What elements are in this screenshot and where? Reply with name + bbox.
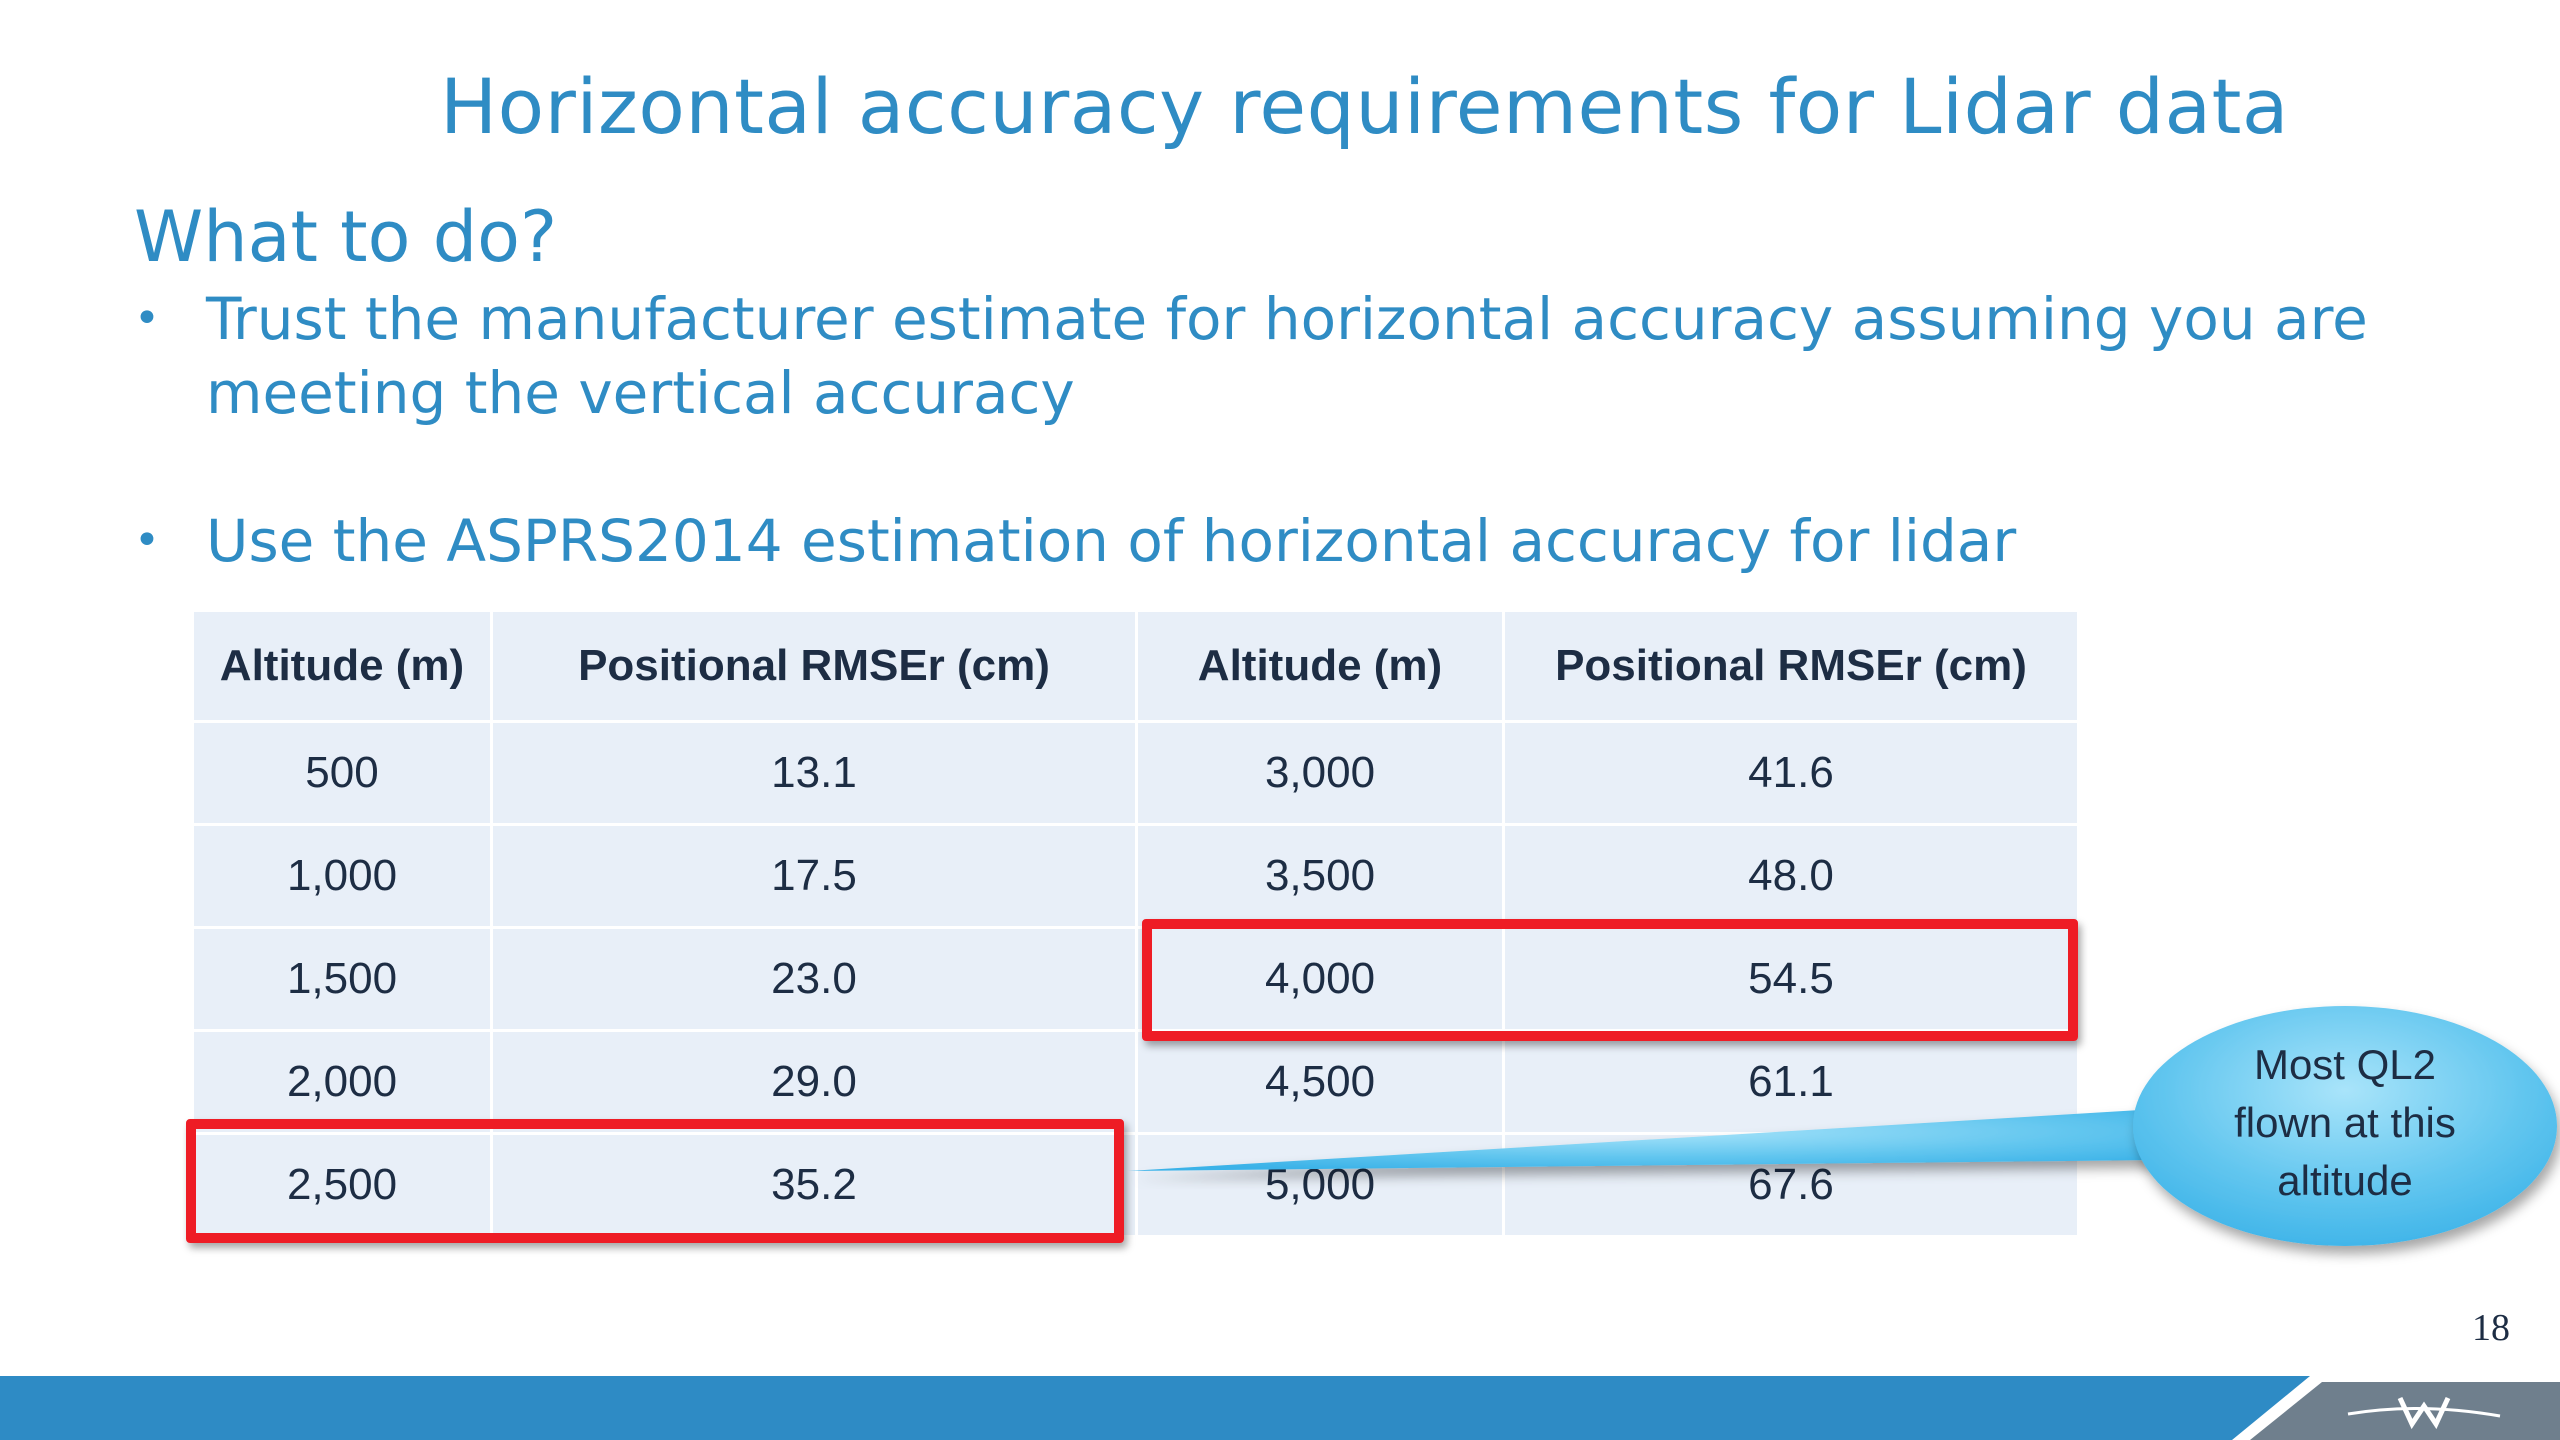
table-header-cell: Altitude (m) — [1136, 612, 1505, 723]
callout-line: flown at this — [2234, 1099, 2456, 1146]
table-header-cell: Positional RMSEr (cm) — [1503, 612, 2080, 723]
table-cell: 41.6 — [1503, 721, 2080, 826]
callout-line: altitude — [2277, 1157, 2413, 1204]
table-cell: 3,500 — [1136, 824, 1505, 929]
callout-line: Most QL2 — [2253, 1041, 2437, 1088]
table-cell: 29.0 — [491, 1030, 1138, 1135]
table-cell: 4,500 — [1136, 1030, 1505, 1135]
table-cell: 4,000 — [1136, 927, 1505, 1032]
footer-bar — [0, 1376, 2560, 1440]
table-row: 500 13.1 3,000 41.6 — [194, 721, 2080, 826]
highlight-box-4000 — [1142, 919, 2078, 1041]
table-cell: 1,500 — [194, 927, 493, 1032]
table-header-cell: Altitude (m) — [194, 612, 493, 723]
table-header-row: Altitude (m) Positional RMSEr (cm) Altit… — [194, 612, 2080, 723]
highlight-box-2500 — [186, 1119, 1124, 1243]
table-cell: 61.1 — [1503, 1030, 2080, 1135]
table-cell: 13.1 — [491, 721, 1138, 826]
table-cell: 3,000 — [1136, 721, 1505, 826]
callout-text: Most QL2 flown at this altitude — [2150, 1036, 2540, 1210]
table-header-cell: Positional RMSEr (cm) — [491, 612, 1138, 723]
bullet-text: Use the ASPRS2014 estimation of horizont… — [206, 507, 2017, 575]
slide-title: Horizontal accuracy requirements for Lid… — [440, 62, 2289, 151]
table-cell: 17.5 — [491, 824, 1138, 929]
callout-pointer — [1128, 1110, 2158, 1171]
table-cell: 2,000 — [194, 1030, 493, 1135]
slide-subtitle: What to do? — [134, 196, 558, 278]
table-row: 1,000 17.5 3,500 48.0 — [194, 824, 2080, 929]
bullet-dot: • — [134, 293, 160, 344]
table-cell: 54.5 — [1503, 927, 2080, 1032]
footer-blue-band — [0, 1376, 2560, 1440]
table-cell: 500 — [194, 721, 493, 826]
bullet-text: Trust the manufacturer estimate for hori… — [206, 285, 2368, 427]
callout-ellipse — [2133, 1006, 2557, 1246]
w-logo-icon — [2347, 1396, 2501, 1430]
bullet-dot: • — [134, 515, 160, 566]
slide-number: 18 — [2472, 1307, 2510, 1349]
table-row: 1,500 23.0 4,000 54.5 — [194, 927, 2080, 1032]
table-row: 2,000 29.0 4,500 61.1 — [194, 1030, 2080, 1135]
table-cell: 23.0 — [491, 927, 1138, 1032]
table-cell: 1,000 — [194, 824, 493, 929]
accuracy-table: Altitude (m) Positional RMSEr (cm) Altit… — [194, 612, 2080, 1238]
table-cell: 2,500 — [194, 1133, 493, 1238]
